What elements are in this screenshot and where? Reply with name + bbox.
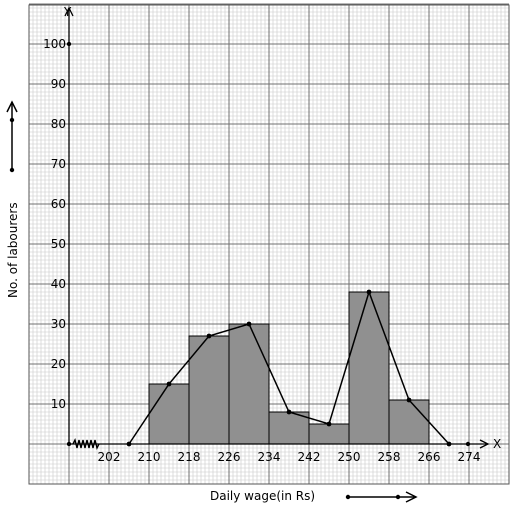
x-tick-label: 274: [458, 450, 481, 464]
x-tick-label: 250: [338, 450, 361, 464]
polygon-point: [246, 321, 252, 327]
x-tick-label: 218: [178, 450, 201, 464]
y-direction-arrow-icon: [6, 100, 18, 173]
histogram-bars: [148, 291, 430, 445]
y-axis-arrowhead-icon: [64, 6, 74, 17]
x-direction-arrow-icon: [345, 491, 418, 503]
y-tick-label: 90: [51, 77, 66, 91]
y-tick-label: 60: [51, 197, 66, 211]
polygon-point: [286, 409, 292, 415]
x-tick-label: 202: [98, 450, 121, 464]
plot-border: [28, 4, 510, 485]
polygon-point: [206, 333, 212, 339]
histogram-bar: [388, 399, 430, 445]
polygon-point: [366, 289, 372, 295]
polygon-point: [326, 421, 332, 427]
y-tick-label: 70: [51, 157, 66, 171]
axis-break-zigzag-icon: [72, 437, 100, 451]
x-axis-letter: X: [493, 437, 501, 451]
x-axis-end-point: [465, 441, 471, 447]
y-tick-label: 80: [51, 117, 66, 131]
x-axis-title: Daily wage(in Rs): [210, 489, 315, 503]
y-axis-title: No. of labourers: [6, 202, 20, 298]
y-tick-label: 20: [51, 357, 66, 371]
axes: [64, 6, 490, 451]
polygon-point: [406, 397, 412, 403]
histogram-bar: [148, 383, 190, 445]
histogram-bar: [348, 291, 390, 445]
x-tick-label: 226: [218, 450, 241, 464]
y-axis-letter: Y: [63, 5, 72, 19]
origin-point: [66, 441, 72, 447]
y-tick-label: 40: [51, 277, 66, 291]
y-tick-label: 100: [43, 37, 66, 51]
x-axis-arrowhead-icon: [479, 439, 490, 449]
y-tick-label: 30: [51, 317, 66, 331]
y-axis-top-point: [66, 41, 72, 47]
polygon-point: [166, 381, 172, 387]
x-tick-label: 258: [378, 450, 401, 464]
x-tick-label: 234: [258, 450, 281, 464]
x-tick-label: 266: [418, 450, 441, 464]
x-tick-label: 210: [138, 450, 161, 464]
y-tick-label: 50: [51, 237, 66, 251]
tick-labels: 202 210 218 226 234 242 250 258 266 274 10 20 30 40 50…: [43, 37, 480, 464]
y-tick-label: 10: [51, 397, 66, 411]
x-tick-label: 242: [298, 450, 321, 464]
histogram-bar: [308, 423, 350, 445]
histogram-bar: [228, 323, 270, 445]
